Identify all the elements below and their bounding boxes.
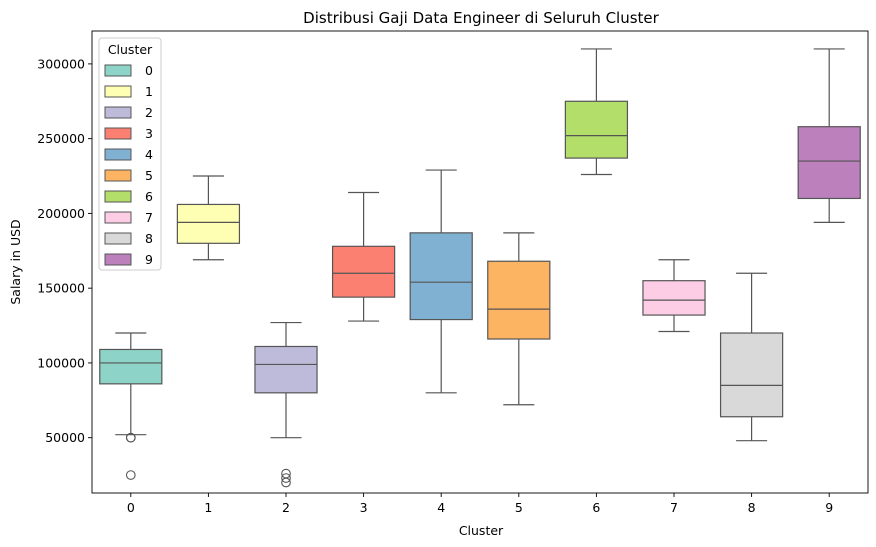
- iqr-box: [719, 332, 784, 418]
- legend-swatch: [104, 232, 132, 245]
- iqr-box: [99, 348, 163, 385]
- legend-entry-9: 9: [104, 252, 153, 267]
- x-tick-label: 1: [204, 500, 212, 515]
- legend-title: Cluster: [108, 42, 153, 57]
- x-tick-label: 5: [515, 500, 523, 515]
- x-tick-label: 2: [282, 500, 290, 515]
- legend-label: 8: [145, 231, 153, 246]
- legend-swatch: [104, 253, 132, 266]
- legend-entry-7: 7: [104, 210, 153, 225]
- legend-entry-1: 1: [104, 84, 153, 99]
- outlier-point: [281, 473, 291, 483]
- x-tick-label: 4: [437, 500, 445, 515]
- legend-entry-0: 0: [104, 63, 153, 78]
- legend-label: 2: [145, 105, 153, 120]
- legend-entry-5: 5: [104, 168, 153, 183]
- y-axis-label: Salary in USD: [8, 219, 23, 304]
- box-cluster-1: [176, 175, 241, 261]
- legend-entry-8: 8: [104, 231, 153, 246]
- legend-label: 5: [145, 168, 153, 183]
- box-cluster-6: [564, 48, 629, 176]
- plot-frame: [91, 30, 869, 494]
- legend-swatch: [104, 169, 132, 182]
- box-cluster-0: [99, 332, 163, 480]
- y-tick-label: 100000: [37, 355, 85, 370]
- iqr-box: [409, 232, 473, 321]
- y-axis: 50000 100000 150000 200000 250000 300000: [37, 56, 92, 445]
- x-tick-label: 6: [592, 500, 600, 515]
- iqr-box: [642, 280, 706, 316]
- legend: Cluster 0 1 2 3 4 5 6 7 8 9: [98, 37, 162, 271]
- legend-label: 9: [145, 252, 153, 267]
- outlier-point: [125, 470, 136, 480]
- plot-area: [99, 48, 861, 488]
- legend-entry-4: 4: [104, 147, 153, 162]
- box-cluster-2: [254, 321, 318, 488]
- iqr-box: [564, 100, 629, 159]
- outlier-point: [281, 477, 291, 488]
- y-tick-label: 50000: [45, 430, 85, 445]
- x-tick-label: 8: [748, 500, 756, 515]
- legend-label: 7: [145, 210, 153, 225]
- box-cluster-5: [487, 232, 551, 406]
- iqr-box: [331, 245, 396, 298]
- box-cluster-7: [642, 259, 706, 333]
- x-axis: 0 1 2 3 4 5 6 7 8 9: [127, 493, 833, 515]
- legend-swatch: [104, 211, 132, 224]
- legend-swatch: [104, 148, 132, 161]
- box-cluster-8: [719, 272, 784, 442]
- legend-label: 6: [145, 189, 153, 204]
- iqr-box: [254, 345, 318, 394]
- box-cluster-4: [409, 169, 473, 394]
- iqr-box: [487, 260, 551, 340]
- legend-entry-3: 3: [104, 126, 153, 141]
- y-tick-label: 150000: [37, 281, 85, 296]
- x-tick-label: 7: [670, 500, 678, 515]
- legend-label: 4: [145, 147, 153, 162]
- outlier-point: [125, 432, 136, 443]
- x-tick-label: 0: [127, 500, 135, 515]
- box-cluster-9: [797, 48, 861, 223]
- x-tick-label: 9: [825, 500, 833, 515]
- x-axis-label: Cluster: [459, 523, 504, 538]
- legend-entry-2: 2: [104, 105, 153, 120]
- chart-title: Distribusi Gaji Data Engineer di Seluruh…: [303, 9, 660, 27]
- iqr-box: [797, 126, 861, 200]
- legend-label: 3: [145, 126, 153, 141]
- legend-label: 0: [145, 63, 153, 78]
- legend-swatch: [104, 106, 132, 119]
- legend-label: 1: [145, 84, 153, 99]
- legend-swatch: [104, 64, 132, 77]
- y-tick-label: 200000: [37, 206, 85, 221]
- box-cluster-3: [331, 191, 396, 322]
- x-tick-label: 3: [360, 500, 368, 515]
- legend-swatch: [104, 85, 132, 98]
- legend-swatch: [104, 127, 132, 140]
- legend-swatch: [104, 190, 132, 203]
- y-tick-label: 250000: [37, 131, 85, 146]
- legend-entry-6: 6: [104, 189, 153, 204]
- iqr-box: [176, 203, 241, 244]
- y-tick-label: 300000: [37, 56, 85, 71]
